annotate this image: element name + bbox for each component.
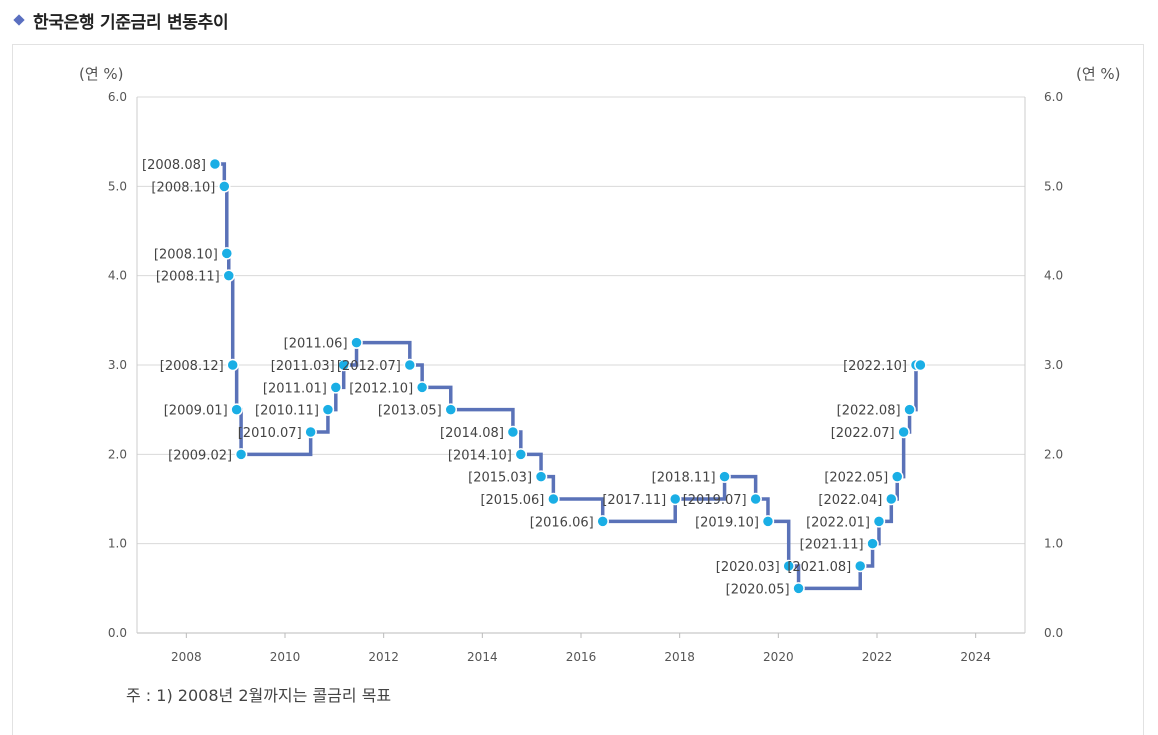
data-point — [329, 381, 343, 394]
data-point — [897, 425, 910, 439]
data-point-label: [2008.12] — [160, 359, 224, 374]
data-point-label: [2022.10] — [843, 359, 907, 374]
data-point — [220, 247, 234, 260]
data-point-label: [2010.11] — [255, 404, 319, 419]
data-point — [761, 515, 775, 528]
y-tick-label-right: 0.0 — [1044, 626, 1063, 640]
y-tick-label-right: 3.0 — [1044, 358, 1063, 372]
x-tick-label: 2014 — [467, 650, 498, 664]
data-point — [596, 515, 609, 528]
x-tick-label: 2010 — [270, 650, 301, 664]
data-point — [782, 559, 795, 573]
x-tick-label: 2018 — [664, 650, 695, 664]
data-point — [547, 492, 560, 506]
data-point — [668, 492, 682, 506]
data-point-label: [2017.11] — [602, 493, 666, 508]
data-point — [226, 358, 239, 372]
data-point-label: [2016.06] — [530, 515, 594, 530]
data-point — [890, 470, 904, 483]
data-point-label: [2019.07] — [683, 493, 747, 508]
data-point — [506, 425, 520, 439]
data-point — [914, 358, 927, 372]
chart-title: 한국은행 기준금리 변동추이 — [33, 12, 229, 33]
y-tick-label-left: 6.0 — [108, 90, 127, 104]
data-point — [415, 381, 429, 394]
y-tick-label-right: 1.0 — [1044, 537, 1063, 551]
y-tick-label-right: 4.0 — [1044, 269, 1063, 283]
data-point-label: [2021.11] — [800, 538, 864, 553]
data-point — [792, 582, 805, 595]
y-unit-left: (연 %) — [79, 65, 124, 83]
data-point-label: [2011.03] — [271, 359, 335, 374]
data-point-label: [2012.10] — [349, 381, 413, 396]
x-tick-label: 2022 — [862, 650, 893, 664]
data-point — [304, 425, 317, 439]
data-point-label: [2014.10] — [448, 448, 512, 463]
y-tick-label-left: 3.0 — [108, 358, 127, 372]
data-point-label: [2015.03] — [468, 471, 532, 486]
y-tick-label-right: 2.0 — [1044, 447, 1063, 461]
data-point-label: [2022.08] — [837, 404, 901, 419]
footnote: 주 : 1) 2008년 2월까지는 콜금리 목표 — [126, 686, 392, 705]
data-point-label: [2021.08] — [787, 560, 851, 575]
data-point-label: [2012.07] — [337, 359, 401, 374]
data-point-label: [2011.01] — [263, 381, 327, 396]
chart-header: 한국은행 기준금리 변동추이 — [12, 8, 229, 33]
data-point — [403, 358, 417, 372]
data-point — [872, 515, 886, 528]
data-point-label: [2022.07] — [831, 426, 895, 441]
data-point — [321, 403, 335, 416]
data-point — [218, 180, 231, 193]
y-tick-label-left: 5.0 — [108, 179, 127, 193]
x-tick-label: 2008 — [171, 650, 202, 664]
data-point-label: [2010.07] — [238, 426, 302, 441]
x-tick-label: 2020 — [763, 650, 794, 664]
data-point — [866, 537, 879, 550]
y-tick-label-left: 0.0 — [108, 626, 127, 640]
data-point — [514, 448, 528, 461]
data-point-label: [2008.08] — [142, 158, 206, 173]
rate-step-chart: 0.0 0.0 1.0 1.0 2.0 2.0 3.0 3.0 4.0 4.0 5.0 5.0 6.0 6… — [79, 65, 1121, 664]
y-tick-label-right: 6.0 — [1044, 90, 1063, 104]
y-tick-label-left: 1.0 — [108, 537, 127, 551]
x-tick-label: 2012 — [368, 650, 399, 664]
data-point — [718, 470, 731, 483]
data-point — [903, 403, 916, 416]
data-point-label: [2011.06] — [284, 337, 348, 352]
data-point — [222, 269, 236, 282]
data-point-label: [2019.10] — [695, 515, 759, 530]
chart-panel: 0.0 0.0 1.0 1.0 2.0 2.0 3.0 3.0 4.0 4.0 5.0 5.0 6.0 6… — [12, 44, 1144, 735]
data-point-label: [2009.02] — [168, 448, 232, 463]
data-point-label: [2022.01] — [806, 515, 870, 530]
data-point — [337, 358, 350, 372]
data-point — [208, 157, 222, 171]
data-point-label: [2015.06] — [480, 493, 544, 508]
diamond-bullet-icon — [13, 14, 25, 26]
data-point-label: [2020.03] — [716, 560, 780, 575]
data-point — [444, 403, 458, 416]
data-point-label: [2014.08] — [440, 426, 504, 441]
data-point — [853, 559, 867, 573]
data-point — [534, 470, 548, 483]
data-point — [230, 403, 243, 416]
data-point — [749, 492, 762, 506]
y-tick-label-left: 2.0 — [108, 447, 127, 461]
data-point-label: [2020.05] — [726, 582, 790, 597]
data-point-label: [2008.10] — [154, 247, 218, 262]
data-point — [234, 448, 248, 461]
x-tick-label: 2016 — [566, 650, 597, 664]
data-point — [350, 336, 363, 349]
y-tick-label-right: 5.0 — [1044, 179, 1063, 193]
data-point-label: [2013.05] — [378, 404, 442, 419]
data-point-label: [2008.11] — [156, 270, 220, 285]
data-point — [885, 492, 898, 506]
data-point-label: [2008.10] — [151, 180, 215, 195]
data-point-label: [2018.11] — [652, 471, 716, 486]
data-point-label: [2022.04] — [818, 493, 882, 508]
data-point-label: [2009.01] — [164, 404, 228, 419]
y-unit-right: (연 %) — [1076, 65, 1121, 83]
y-tick-label-left: 4.0 — [108, 269, 127, 283]
x-tick-label: 2024 — [960, 650, 991, 664]
data-point-label: [2022.05] — [824, 471, 888, 486]
